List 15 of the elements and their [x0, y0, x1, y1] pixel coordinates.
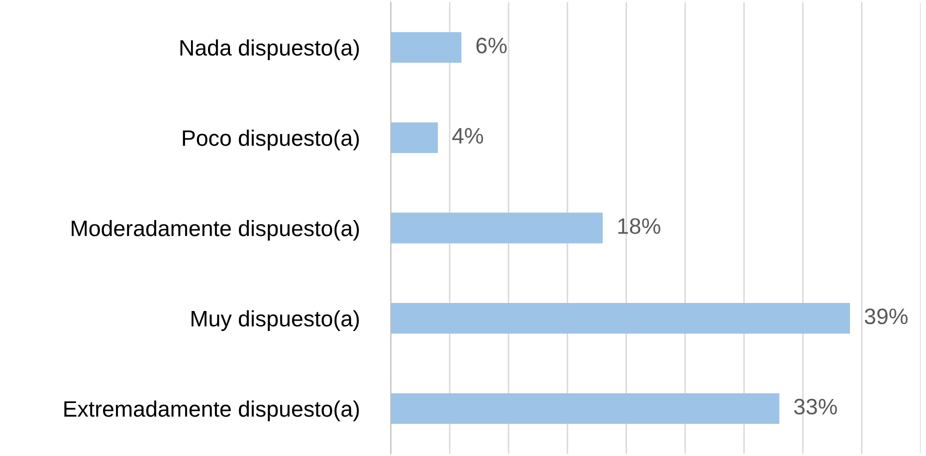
- data-label: 18%: [618, 218, 660, 234]
- data-label: 39%: [864, 308, 908, 324]
- bar: [390, 32, 462, 63]
- data-label: 33%: [794, 398, 837, 415]
- data-label: 6%: [476, 38, 507, 54]
- y-tick-label: Extremadamente dispuesto(a): [64, 400, 359, 422]
- y-tick-label: Poco dispuesto(a): [182, 130, 359, 150]
- y-tick-label: Nada dispuesto(a): [180, 39, 359, 60]
- bar: [390, 393, 780, 424]
- bar: [390, 212, 603, 244]
- bar: [390, 302, 850, 334]
- y-tick-label: Muy dispuesto(a): [192, 310, 359, 331]
- y-tick-label: Moderadamente dispuesto(a): [72, 220, 359, 241]
- data-label: 4%: [452, 128, 484, 144]
- bar: [390, 122, 438, 154]
